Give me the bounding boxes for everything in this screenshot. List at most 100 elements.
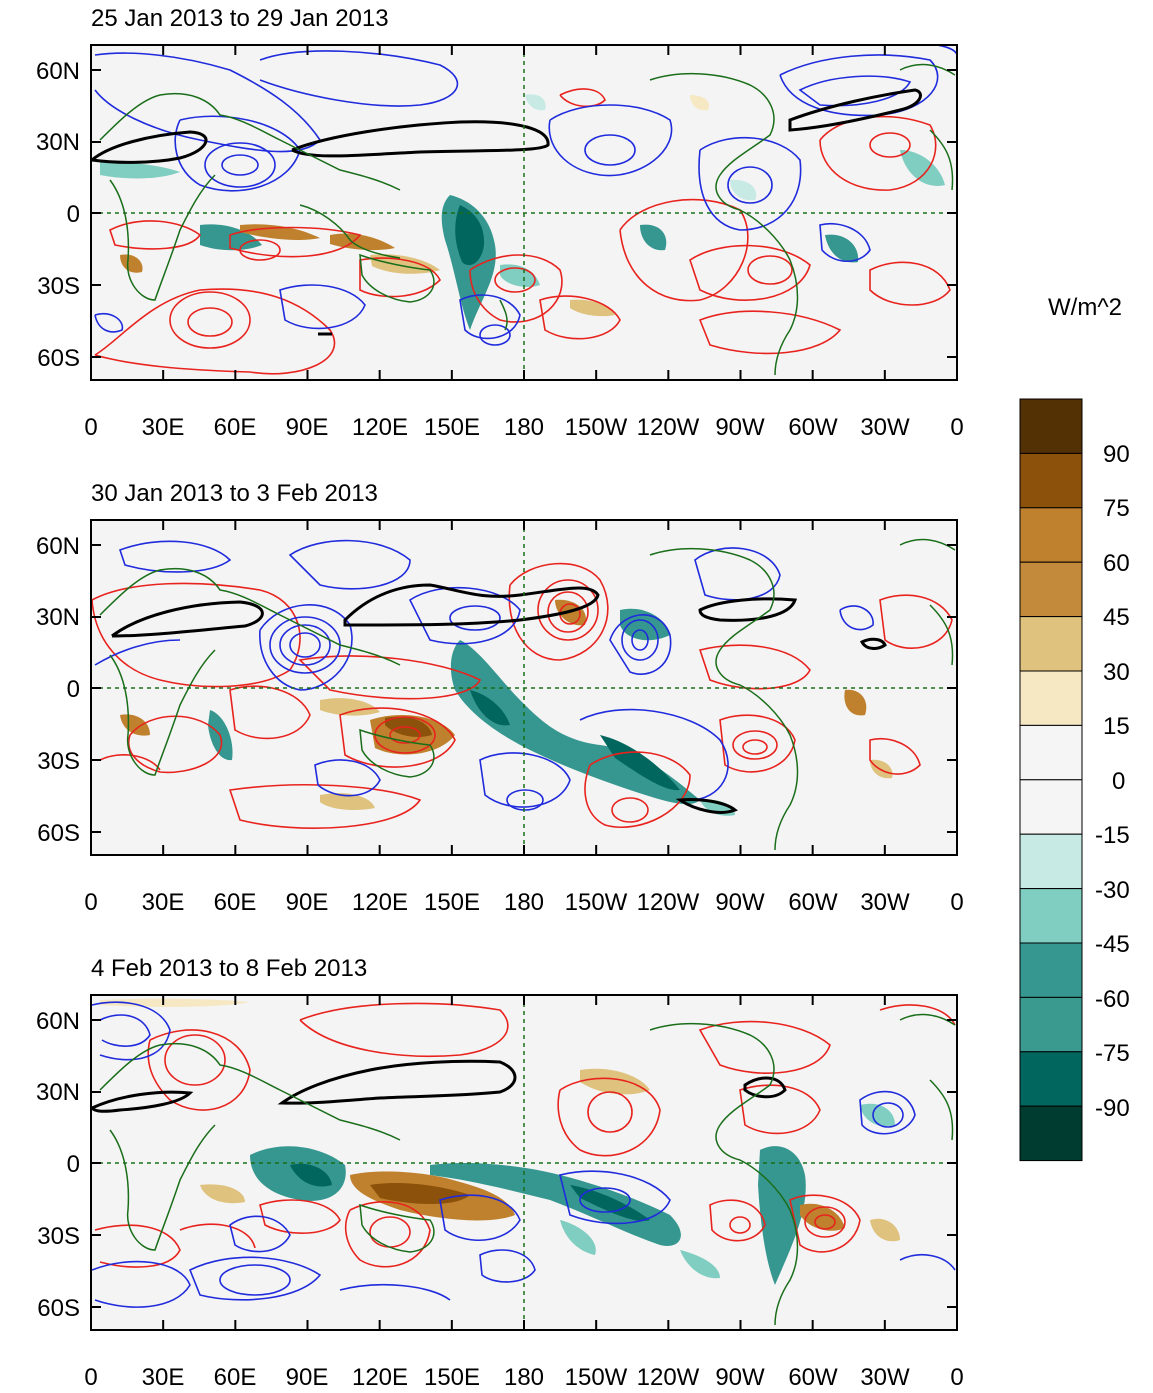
lon-label: 30W — [860, 889, 910, 916]
contours-thick — [91, 1059, 787, 1113]
lon-axis-labels: 0 30E 60E 90E 120E 150E 180 150W 120W 90… — [84, 889, 963, 916]
colorbar-box — [1019, 833, 1083, 890]
lon-label: 90W — [715, 414, 765, 441]
colorbar-box — [1019, 996, 1083, 1053]
colorbar-box — [1019, 398, 1083, 454]
lon-label: 90W — [715, 1364, 765, 1391]
lat-label-60n: 60N — [36, 533, 80, 560]
lon-label: 120E — [352, 889, 408, 916]
colorbar-label: -75 — [1095, 1040, 1130, 1067]
colorbar-label: -30 — [1095, 877, 1130, 904]
lon-label: 90E — [286, 1364, 329, 1391]
colorbar-label: 75 — [1103, 495, 1130, 522]
colorbar-units: W/m^2 — [1048, 294, 1122, 321]
lon-label: 30E — [142, 889, 185, 916]
lon-label: 150W — [565, 414, 628, 441]
colorbar-label: 90 — [1103, 441, 1130, 468]
lon-label: 60W — [788, 889, 838, 916]
lon-label: 150E — [424, 414, 480, 441]
colorbar-box — [1019, 452, 1083, 509]
lat-label-60s: 60S — [37, 345, 80, 372]
contours-negative — [94, 539, 874, 811]
panel-title: 25 Jan 2013 to 29 Jan 2013 — [91, 5, 389, 32]
lat-ticks — [90, 520, 958, 855]
lon-label: 0 — [950, 414, 963, 441]
lon-label: 150E — [424, 1364, 480, 1391]
colorbar-label: 15 — [1103, 713, 1130, 740]
colorbar-labels: 90 75 60 45 30 15 0 -15 -30 -45 -60 -75 … — [1095, 441, 1130, 1122]
lon-label: 60E — [214, 889, 257, 916]
lat-label-0: 0 — [67, 676, 80, 703]
lon-axis-labels: 0 30E 60E 90E 120E 150E 180 150W 120W 90… — [84, 1364, 963, 1391]
contours-thick — [91, 88, 922, 336]
lat-label-0: 0 — [67, 1151, 80, 1178]
colorbar: W/m^2 90 75 60 45 30 15 0 -15 -30 -45 -6… — [1019, 294, 1130, 1162]
lon-label: 60E — [214, 414, 257, 441]
lon-label: 180 — [504, 889, 544, 916]
lat-label-30s: 30S — [37, 1223, 80, 1250]
colorbar-box — [1019, 670, 1083, 726]
colorbar-box — [1019, 561, 1083, 618]
contours-positive — [91, 562, 953, 829]
contours-thick — [111, 583, 887, 814]
olr-shading — [120, 599, 893, 816]
lon-label: 120W — [637, 889, 700, 916]
lon-label: 0 — [84, 889, 97, 916]
colorbar-box — [1019, 942, 1083, 998]
map-fields — [91, 995, 957, 1330]
contours-negative — [91, 1001, 956, 1308]
olr-shading — [100, 998, 900, 1285]
lon-label: 30E — [142, 1364, 185, 1391]
map-panel-1: 25 Jan 2013 to 29 Jan 2013 — [36, 5, 964, 441]
lon-label: 90E — [286, 414, 329, 441]
map-fields — [91, 520, 957, 855]
colorbar-label: 45 — [1103, 604, 1130, 631]
lat-label-60s: 60S — [37, 1295, 80, 1322]
lat-label-30s: 30S — [37, 273, 80, 300]
lat-label-60n: 60N — [36, 58, 80, 85]
lat-label-30n: 30N — [36, 129, 80, 156]
lat-axis-labels: 60N 30N 0 30S 60S — [36, 58, 80, 372]
map-fields — [91, 45, 957, 380]
lon-label: 60W — [788, 1364, 838, 1391]
lat-label-0: 0 — [67, 201, 80, 228]
colorbar-box — [1019, 507, 1083, 563]
lon-label: 0 — [84, 1364, 97, 1391]
colorbar-boxes — [1019, 398, 1083, 1162]
lat-ticks — [90, 45, 958, 380]
colorbar-label: 30 — [1103, 659, 1130, 686]
colorbar-label: 0 — [1112, 768, 1125, 795]
lon-label: 60W — [788, 414, 838, 441]
map-panel-3: 4 Feb 2013 to 8 Feb 2013 — [36, 955, 964, 1391]
colorbar-label: 60 — [1103, 550, 1130, 577]
colorbar-box — [1019, 779, 1083, 835]
lon-label: 120W — [637, 414, 700, 441]
panel-title: 4 Feb 2013 to 8 Feb 2013 — [91, 955, 367, 982]
panel-title: 30 Jan 2013 to 3 Feb 2013 — [91, 480, 378, 507]
contours-positive — [94, 1002, 956, 1268]
lon-label: 150W — [565, 1364, 628, 1391]
lon-label: 90E — [286, 889, 329, 916]
lon-label: 30W — [860, 1364, 910, 1391]
lat-label-30n: 30N — [36, 604, 80, 631]
lon-label: 120E — [352, 414, 408, 441]
colorbar-box — [1019, 1051, 1083, 1107]
lon-label: 180 — [504, 414, 544, 441]
lon-label: 30E — [142, 414, 185, 441]
lat-axis-labels: 60N 30N 0 30S 60S — [36, 1008, 80, 1322]
lat-axis-labels: 60N 30N 0 30S 60S — [36, 533, 80, 847]
lat-label-30s: 30S — [37, 748, 80, 775]
lon-label: 120E — [352, 1364, 408, 1391]
colorbar-box — [1019, 616, 1083, 672]
colorbar-box — [1019, 888, 1083, 944]
contours-positive — [94, 88, 951, 375]
colorbar-label: -60 — [1095, 986, 1130, 1013]
colorbar-box — [1019, 724, 1083, 781]
lon-label: 0 — [950, 1364, 963, 1391]
lon-label: 120W — [637, 1364, 700, 1391]
lon-label: 30W — [860, 414, 910, 441]
lon-label: 150W — [565, 889, 628, 916]
lon-label: 150E — [424, 889, 480, 916]
colorbar-label: -45 — [1095, 931, 1130, 958]
